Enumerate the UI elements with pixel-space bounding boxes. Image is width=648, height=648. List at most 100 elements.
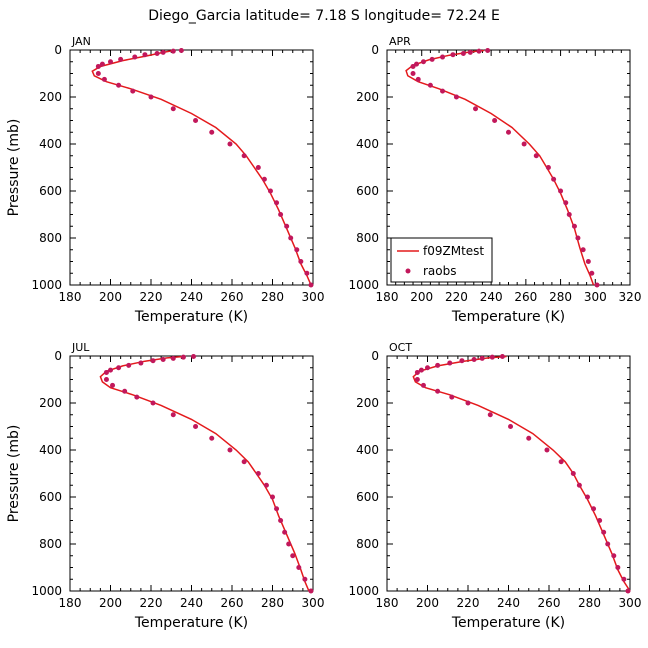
data-point-raobs <box>286 541 292 547</box>
data-point-raobs <box>414 377 420 382</box>
data-point-raobs <box>150 358 156 364</box>
data-point-raobs <box>418 367 424 373</box>
data-point-raobs <box>415 76 421 82</box>
series-line-f09ZMtest <box>412 355 631 592</box>
data-point-raobs <box>296 565 302 570</box>
x-tick-label: 260 <box>221 596 244 610</box>
data-point-raobs <box>450 52 456 58</box>
series-line-f09ZMtest <box>99 355 310 592</box>
data-point-raobs <box>551 176 557 182</box>
data-point-raobs <box>302 576 308 582</box>
data-point-raobs <box>545 165 551 170</box>
x-tick-label: 220 <box>457 596 480 610</box>
data-point-raobs <box>263 482 269 488</box>
panel-month-label: JUL <box>71 341 90 354</box>
y-tick-label: 0 <box>54 349 62 363</box>
figure-title: Diego_Garcia latitude= 7.18 S longitude=… <box>148 8 500 24</box>
data-point-raobs <box>308 588 314 594</box>
plot-frame <box>386 355 631 592</box>
x-tick-label: 320 <box>619 290 642 304</box>
x-tick-label: 240 <box>497 596 520 610</box>
y-tick-label: 400 <box>356 137 379 151</box>
x-tick-label: 220 <box>140 290 163 304</box>
y-tick-label: 0 <box>54 43 62 57</box>
data-point-raobs <box>110 382 116 388</box>
data-point-raobs <box>278 212 284 217</box>
x-tick-label: 280 <box>261 596 284 610</box>
data-point-raobs <box>142 52 148 58</box>
panels-container: 180 200 220 240 260 280 300 0 200 400 600 800 1000 JA… <box>6 35 641 631</box>
data-point-raobs <box>473 106 479 112</box>
x-tick-label: 200 <box>416 596 439 610</box>
data-point-raobs <box>122 388 128 394</box>
data-point-raobs <box>558 188 564 194</box>
x-tick-label: 240 <box>180 596 203 610</box>
data-point-raobs <box>489 354 495 360</box>
plot-frame <box>69 355 314 592</box>
chart-panel-apr: 180 200 220 240 260 280 300 320 0 200 400 600 800 100… <box>348 35 641 325</box>
data-point-raobs <box>440 88 446 94</box>
data-point-raobs <box>605 541 611 547</box>
data-point-raobs <box>410 63 416 69</box>
data-point-raobs <box>148 94 154 100</box>
data-point-raobs <box>611 553 617 559</box>
data-point-raobs <box>447 360 453 366</box>
data-point-raobs <box>261 176 267 182</box>
data-point-raobs <box>101 76 107 82</box>
y-tick-label: 800 <box>356 231 379 245</box>
data-point-raobs <box>499 353 505 359</box>
data-point-raobs <box>414 369 420 375</box>
data-point-raobs <box>575 235 581 241</box>
data-point-raobs <box>150 400 156 406</box>
data-point-raobs <box>621 576 627 582</box>
data-point-raobs <box>95 63 101 69</box>
y-tick-label: 0 <box>371 349 379 363</box>
data-point-raobs <box>180 354 186 360</box>
data-point-raobs <box>471 357 477 363</box>
data-point-raobs <box>118 56 124 62</box>
legend: f09ZMtest raobs <box>390 237 493 283</box>
data-point-raobs <box>103 369 109 375</box>
data-point-raobs <box>308 282 314 288</box>
y-tick-label: 600 <box>356 490 379 504</box>
data-point-raobs <box>274 200 280 206</box>
data-point-raobs <box>255 471 261 476</box>
y-tick-label: 600 <box>39 490 62 504</box>
plot-frame <box>69 49 314 286</box>
data-point-raobs <box>420 382 426 388</box>
data-point-raobs <box>465 400 471 406</box>
data-point-raobs <box>485 47 491 53</box>
data-point-raobs <box>526 435 532 441</box>
y-tick-label: 800 <box>39 537 62 551</box>
data-point-raobs <box>132 54 138 60</box>
data-point-raobs <box>103 377 109 382</box>
legend-label-model: f09ZMtest <box>423 244 484 258</box>
data-point-raobs <box>170 106 176 112</box>
data-point-raobs <box>479 355 485 361</box>
data-point-raobs <box>435 362 441 368</box>
data-point-raobs <box>601 529 607 535</box>
x-axis-label: Temperature (K) <box>451 615 565 631</box>
data-point-raobs <box>594 282 600 288</box>
data-point-raobs <box>435 388 441 394</box>
data-point-raobs <box>425 365 430 371</box>
data-point-raobs <box>584 494 590 500</box>
data-point-raobs <box>521 141 527 147</box>
data-point-raobs <box>570 471 576 476</box>
x-axis-label: Temperature (K) <box>451 309 565 325</box>
data-point-raobs <box>282 529 288 535</box>
data-point-raobs <box>591 506 597 512</box>
data-point-raobs <box>576 482 582 488</box>
data-point-raobs <box>255 165 261 170</box>
x-tick-label: 300 <box>302 596 325 610</box>
x-tick-label: 280 <box>261 290 284 304</box>
data-point-raobs <box>298 259 304 264</box>
data-point-raobs <box>476 48 482 54</box>
data-point-raobs <box>506 129 511 135</box>
panel-month-label: APR <box>389 35 411 48</box>
x-tick-label: 300 <box>302 290 325 304</box>
data-point-raobs <box>227 141 233 147</box>
data-point-raobs <box>625 588 631 594</box>
data-point-raobs <box>209 435 215 441</box>
chart-panel-jul: 180 200 220 240 260 280 300 0 200 400 600 800 1000 JU… <box>6 341 324 631</box>
